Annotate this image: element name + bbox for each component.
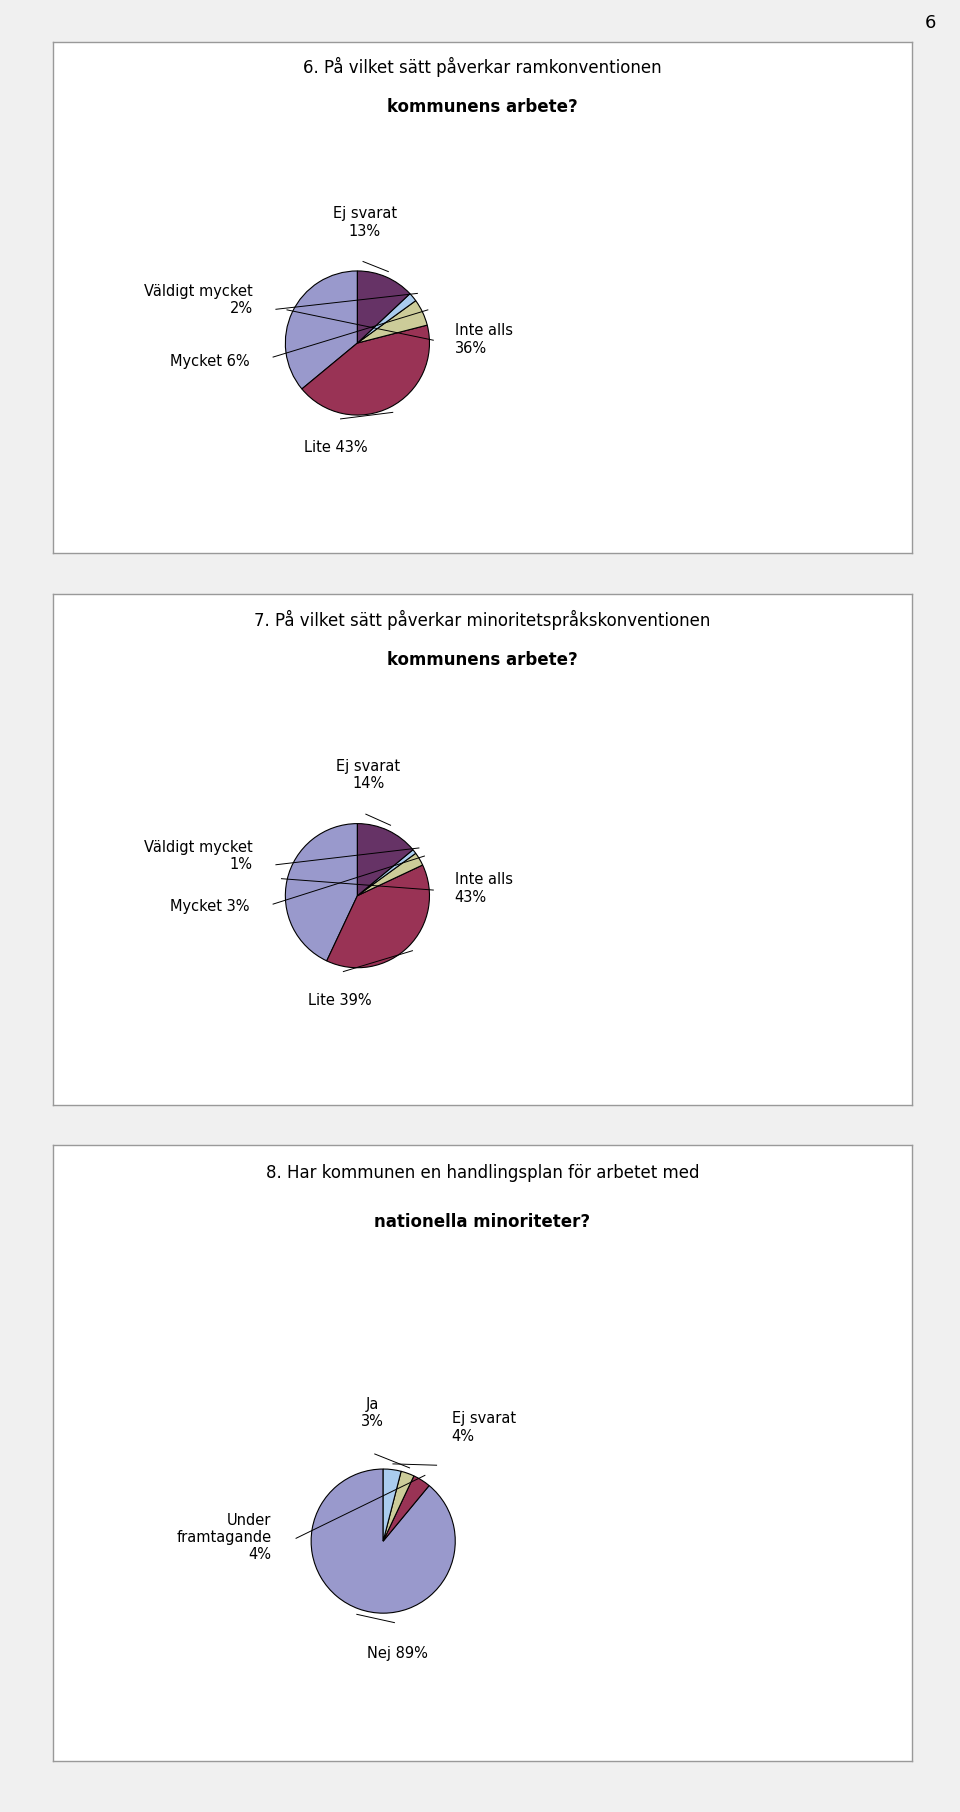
- Text: Inte alls
43%: Inte alls 43%: [455, 872, 513, 904]
- Text: 7. På vilket sätt påverkar minoritetspråkskonventionen: 7. På vilket sätt påverkar minoritetsprå…: [254, 609, 710, 631]
- Text: Ej svarat
13%: Ej svarat 13%: [332, 207, 396, 239]
- Wedge shape: [357, 853, 422, 895]
- Text: Mycket 6%: Mycket 6%: [170, 353, 250, 368]
- Wedge shape: [357, 294, 416, 342]
- Wedge shape: [357, 824, 413, 895]
- Wedge shape: [311, 1470, 455, 1613]
- Text: Väldigt mycket
1%: Väldigt mycket 1%: [144, 839, 252, 872]
- Wedge shape: [326, 864, 429, 968]
- Text: nationella minoriteter?: nationella minoriteter?: [374, 1212, 590, 1230]
- Wedge shape: [357, 272, 410, 342]
- Text: Väldigt mycket
2%: Väldigt mycket 2%: [144, 283, 252, 315]
- Text: Lite 39%: Lite 39%: [307, 993, 372, 1007]
- Text: 8. Har kommunen en handlingsplan för arbetet med: 8. Har kommunen en handlingsplan för arb…: [266, 1163, 699, 1181]
- Wedge shape: [383, 1471, 414, 1540]
- Wedge shape: [285, 824, 357, 960]
- Wedge shape: [357, 301, 427, 342]
- Text: 6. På vilket sätt påverkar ramkonventionen: 6. På vilket sätt påverkar ramkonvention…: [303, 56, 661, 78]
- Text: kommunens arbete?: kommunens arbete?: [387, 651, 578, 669]
- Text: kommunens arbete?: kommunens arbete?: [387, 98, 578, 116]
- Text: 6: 6: [924, 14, 936, 33]
- Wedge shape: [383, 1477, 429, 1540]
- Text: Ja
3%: Ja 3%: [361, 1397, 384, 1430]
- Text: Under
framtagande
4%: Under framtagande 4%: [177, 1513, 272, 1562]
- Wedge shape: [301, 324, 429, 415]
- Wedge shape: [285, 272, 357, 390]
- Text: Nej 89%: Nej 89%: [367, 1645, 428, 1660]
- Text: Mycket 3%: Mycket 3%: [170, 899, 250, 913]
- Text: Inte alls
36%: Inte alls 36%: [455, 323, 513, 355]
- Text: Lite 43%: Lite 43%: [304, 440, 368, 455]
- Text: Ej svarat
4%: Ej svarat 4%: [451, 1412, 516, 1444]
- Text: Ej svarat
14%: Ej svarat 14%: [336, 759, 400, 792]
- Wedge shape: [357, 850, 416, 895]
- Wedge shape: [383, 1470, 401, 1540]
